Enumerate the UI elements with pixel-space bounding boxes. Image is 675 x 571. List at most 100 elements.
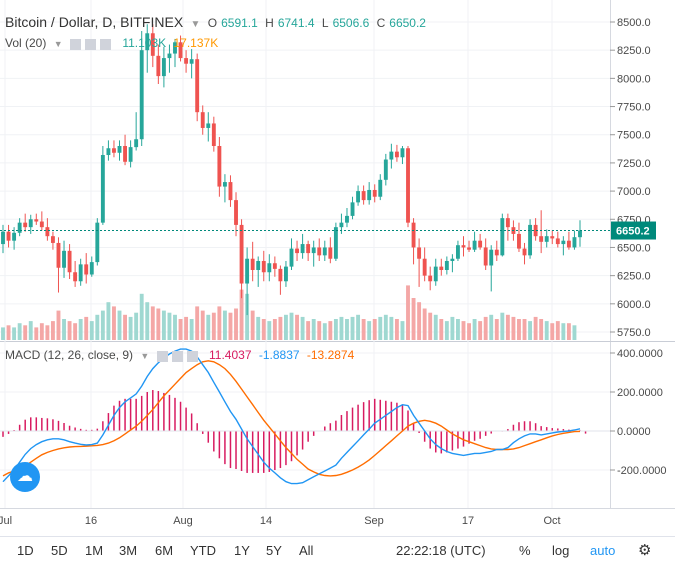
percent-scale-button[interactable]: % xyxy=(519,543,531,558)
candle-body xyxy=(100,155,105,223)
volume-bar xyxy=(306,321,311,340)
volume-bar xyxy=(544,321,549,340)
macd-label: MACD (12, 26, close, 9) xyxy=(5,348,134,362)
candle-body xyxy=(367,189,372,201)
price-tick-label: 6000.0 xyxy=(617,299,651,311)
candle-body xyxy=(217,146,222,187)
volume-bar xyxy=(417,302,422,340)
candle-body xyxy=(411,222,416,248)
volume-bar xyxy=(217,306,222,340)
range-5y-button[interactable]: 5Y xyxy=(266,543,282,558)
range-all-button[interactable]: All xyxy=(299,543,314,558)
range-1d-button[interactable]: 1D xyxy=(17,543,34,558)
volume-bar xyxy=(178,319,183,340)
chevron-down-icon[interactable]: ▼ xyxy=(140,351,150,361)
cloud-icon[interactable]: ☁ xyxy=(10,462,40,492)
candle-body xyxy=(456,245,460,259)
volume-bar xyxy=(561,323,566,340)
settings-icon[interactable] xyxy=(84,39,96,51)
volume-bar xyxy=(256,316,261,340)
candle-body xyxy=(195,59,200,113)
volume-bar xyxy=(278,316,283,340)
candle-body xyxy=(500,218,505,256)
volume-bar xyxy=(494,319,499,340)
volume-bar xyxy=(400,321,405,340)
chevron-down-icon[interactable]: ▼ xyxy=(53,39,63,49)
candle-body xyxy=(394,151,399,158)
clock-time[interactable]: 22:22:18 (UTC) xyxy=(396,543,486,558)
low-value: 6506.6 xyxy=(332,16,370,30)
gear-icon[interactable]: ⚙ xyxy=(638,542,652,559)
volume-bar xyxy=(284,314,288,340)
candle-body xyxy=(84,264,89,275)
chevron-down-icon[interactable]: ▼ xyxy=(190,19,201,30)
macd-legend: MACD (12, 26, close, 9) ▼ 11.4037 -1.883… xyxy=(5,348,358,363)
range-6m-button[interactable]: 6M xyxy=(155,543,174,558)
candle-body xyxy=(222,182,227,187)
volume-bar xyxy=(322,323,327,340)
time-tick-label: Aug xyxy=(173,515,193,527)
candle-body xyxy=(517,233,521,249)
candle-body xyxy=(189,59,194,64)
volume-bar xyxy=(117,310,122,340)
candle-body xyxy=(550,236,555,239)
volume-bar xyxy=(489,314,494,340)
signal-value: -1.8837 xyxy=(258,348,300,362)
volume-bar xyxy=(295,314,299,340)
range-5d-button[interactable]: 5D xyxy=(51,543,68,558)
volume-bar xyxy=(167,312,172,340)
candle-body xyxy=(483,247,488,266)
candle-body xyxy=(311,247,316,254)
candle-body xyxy=(239,224,244,284)
volume-bar xyxy=(345,319,349,340)
close-icon[interactable] xyxy=(99,39,111,51)
candle-body xyxy=(533,224,538,237)
range-3m-button[interactable]: 3M xyxy=(119,543,138,558)
candle-body xyxy=(78,264,83,282)
candle-body xyxy=(400,148,405,158)
candle-body xyxy=(356,191,361,203)
volume-bar xyxy=(372,319,377,340)
legend-icon-group[interactable] xyxy=(69,37,115,51)
candle-body xyxy=(134,139,139,148)
candle-body xyxy=(95,222,100,263)
volume-bar xyxy=(89,321,94,340)
chart-canvas[interactable]: 8500.0 8250.0 8000.0 7750.0 7500.0 7250.0 7000… xyxy=(0,0,675,536)
volume-bar xyxy=(511,316,516,340)
candle-body xyxy=(34,219,39,222)
candle-body xyxy=(467,247,471,250)
candle-body xyxy=(406,148,410,223)
range-ytd-button[interactable]: YTD xyxy=(190,543,216,558)
range-1y-button[interactable]: 1Y xyxy=(234,543,250,558)
volume-bar xyxy=(566,323,571,340)
candle-body xyxy=(200,112,205,128)
candle-body xyxy=(228,182,233,201)
candle-body xyxy=(128,147,133,162)
candle-body xyxy=(428,275,433,282)
range-1m-button[interactable]: 1M xyxy=(85,543,104,558)
volume-bar xyxy=(406,285,410,340)
volume-bar xyxy=(123,314,127,340)
candle-body xyxy=(306,244,311,254)
candle-body xyxy=(333,227,338,259)
auto-scale-button[interactable]: auto xyxy=(590,543,616,558)
volume-bar xyxy=(100,310,105,340)
candle-body xyxy=(389,151,394,160)
eye-icon[interactable] xyxy=(69,39,81,51)
candle-body xyxy=(173,42,177,54)
candle-body xyxy=(539,236,544,242)
eye-icon[interactable] xyxy=(156,351,168,363)
volume-bar xyxy=(106,302,111,340)
volume-bar xyxy=(450,316,455,340)
legend-icon-group[interactable] xyxy=(156,349,202,363)
candle-body xyxy=(295,248,299,254)
last-price-badge xyxy=(611,221,656,240)
settings-icon[interactable] xyxy=(171,351,183,363)
candle-body xyxy=(361,191,366,201)
candle-body xyxy=(417,247,422,259)
volume-bar xyxy=(444,321,449,340)
volume-legend: Vol (20) ▼ 11.103K 17.137K xyxy=(5,36,222,51)
volume-bar xyxy=(6,325,11,340)
close-icon[interactable] xyxy=(186,351,198,363)
log-scale-button[interactable]: log xyxy=(552,543,570,558)
